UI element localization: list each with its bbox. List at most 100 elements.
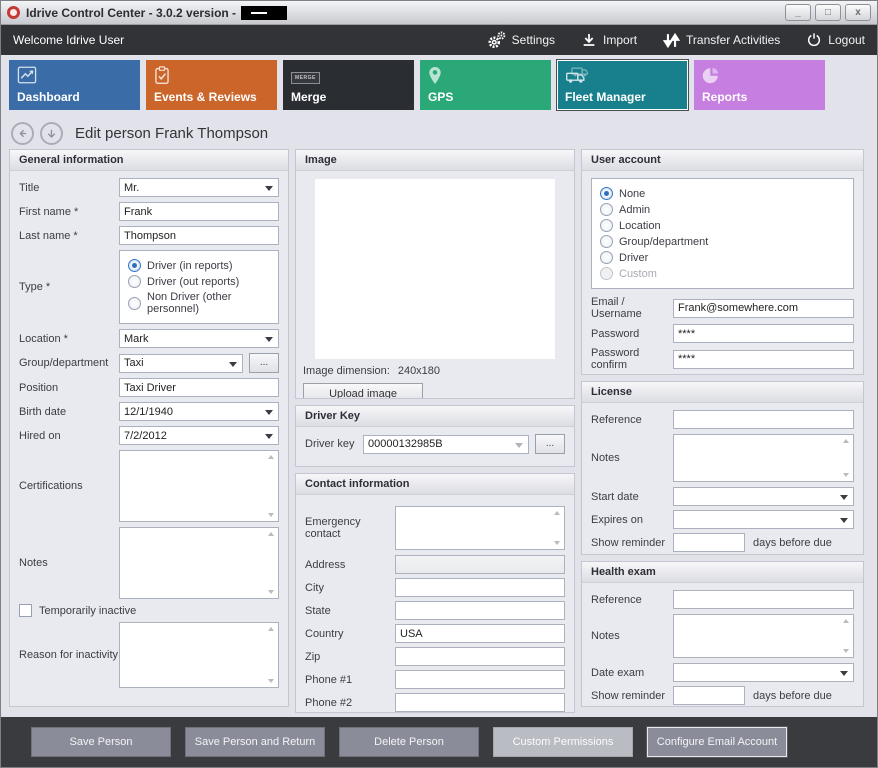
notes-textarea[interactable] xyxy=(119,527,279,599)
gear-icon xyxy=(487,31,506,49)
role-option-admin[interactable]: Admin xyxy=(600,203,845,216)
type-radio-group: Driver (in reports) Driver (out reports)… xyxy=(119,250,279,324)
minimize-button[interactable]: _ xyxy=(785,4,811,21)
close-button[interactable]: x xyxy=(845,4,871,21)
state-label: State xyxy=(305,604,331,617)
certifications-textarea[interactable] xyxy=(119,450,279,522)
tab-gps[interactable]: GPS xyxy=(420,60,551,110)
role-option-group-department[interactable]: Group/department xyxy=(600,235,845,248)
tab-label: Reports xyxy=(702,90,748,104)
custom-permissions-button: Custom Permissions xyxy=(493,727,633,757)
driver-key-group: Driver Key Driver key 00000132985B ... xyxy=(295,405,575,467)
radio-icon xyxy=(600,251,613,264)
first-name-field[interactable] xyxy=(119,202,279,221)
scroll-up-icon xyxy=(843,439,849,443)
back-button[interactable] xyxy=(11,122,34,145)
settings-button[interactable]: Settings xyxy=(487,31,555,49)
expires-on-picker[interactable] xyxy=(673,510,854,529)
image-group: Image Image dimension: 240x180 Upload im… xyxy=(295,149,575,399)
import-button[interactable]: Import xyxy=(581,32,637,48)
line-chart-icon xyxy=(17,66,37,89)
save-person-return-button[interactable]: Save Person and Return xyxy=(185,727,325,757)
scroll-down-icon xyxy=(268,590,274,594)
tab-label: Fleet Manager xyxy=(565,90,646,104)
type-option-driver-in[interactable]: Driver (in reports) xyxy=(128,259,270,272)
health-reference-label: Reference xyxy=(591,593,642,606)
tab-label: Events & Reviews xyxy=(154,90,257,104)
driver-key-select[interactable]: 00000132985B xyxy=(363,434,529,454)
scroll-down-icon xyxy=(268,513,274,517)
state-field[interactable] xyxy=(395,601,565,620)
position-field[interactable] xyxy=(119,378,279,397)
maximize-button[interactable]: □ xyxy=(815,4,841,21)
birth-date-picker[interactable]: 12/1/1940 xyxy=(119,402,279,421)
email-username-label: Email / Username xyxy=(591,296,642,320)
driver-key-label: Driver key xyxy=(305,438,355,450)
phone2-field[interactable] xyxy=(395,693,565,712)
tab-merge[interactable]: MERGE Merge xyxy=(283,60,414,110)
upload-image-button[interactable]: Upload image xyxy=(303,383,423,398)
radio-disabled-icon xyxy=(600,267,613,280)
phone1-field[interactable] xyxy=(395,670,565,689)
role-option-location[interactable]: Location xyxy=(600,219,845,232)
user-account-group: User account None Admin Location Group/d… xyxy=(581,149,864,375)
license-notes-textarea[interactable] xyxy=(673,434,854,482)
logout-button[interactable]: Logout xyxy=(806,32,865,48)
reason-inactivity-textarea[interactable] xyxy=(119,622,279,688)
save-person-button[interactable]: Save Person xyxy=(31,727,171,757)
health-reference-field[interactable] xyxy=(673,590,854,609)
license-reminder-days-field[interactable] xyxy=(673,533,745,552)
phone1-label: Phone #1 xyxy=(305,673,353,686)
country-field[interactable] xyxy=(395,624,565,643)
license-notes-label: Notes xyxy=(591,452,620,464)
delete-person-button[interactable]: Delete Person xyxy=(339,727,479,757)
health-notes-textarea[interactable] xyxy=(673,614,854,658)
tab-dashboard[interactable]: Dashboard xyxy=(9,60,140,110)
tab-events-reviews[interactable]: Events & Reviews xyxy=(146,60,277,110)
group-header: Contact information xyxy=(296,474,574,495)
last-name-field[interactable] xyxy=(119,226,279,245)
configure-email-account-button[interactable]: Configure Email Account xyxy=(646,726,788,758)
hired-on-label: Hired on xyxy=(19,429,61,442)
role-option-driver[interactable]: Driver xyxy=(600,251,845,264)
type-label: Type * xyxy=(19,281,51,293)
group-more-button[interactable]: ... xyxy=(249,353,279,373)
radio-selected-icon xyxy=(600,187,613,200)
scroll-down-icon xyxy=(843,473,849,477)
city-field[interactable] xyxy=(395,578,565,597)
emergency-contact-textarea[interactable] xyxy=(395,506,565,550)
license-reference-field[interactable] xyxy=(673,410,854,429)
title-select[interactable]: Mr. xyxy=(119,178,279,197)
tab-label: Merge xyxy=(291,90,327,104)
type-option-driver-out[interactable]: Driver (out reports) xyxy=(128,275,270,288)
scroll-down-button[interactable] xyxy=(40,122,63,145)
location-label: Location * xyxy=(19,332,68,345)
checkbox-icon[interactable] xyxy=(19,604,32,617)
address-field[interactable] xyxy=(395,555,565,574)
start-date-picker[interactable] xyxy=(673,487,854,506)
health-exam-group: Health exam Reference Notes Date exam Sh… xyxy=(581,561,864,707)
password-confirm-field[interactable] xyxy=(673,349,854,369)
password-field[interactable] xyxy=(673,324,854,343)
role-option-none[interactable]: None xyxy=(600,187,845,200)
chevron-down-icon xyxy=(515,442,523,448)
driver-key-more-button[interactable]: ... xyxy=(535,434,565,454)
chevron-down-icon xyxy=(265,410,273,415)
email-username-field[interactable] xyxy=(673,298,854,318)
group-department-select[interactable]: Taxi xyxy=(119,353,243,373)
date-exam-picker[interactable] xyxy=(673,663,854,682)
tab-label: GPS xyxy=(428,90,454,104)
type-option-non-driver[interactable]: Non Driver (other personnel) xyxy=(128,291,270,315)
tab-fleet-manager[interactable]: Fleet Manager xyxy=(556,59,689,111)
zip-field[interactable] xyxy=(395,647,565,666)
tab-reports[interactable]: Reports xyxy=(694,60,825,110)
location-select[interactable]: Mark xyxy=(119,329,279,348)
temporarily-inactive-row[interactable]: Temporarily inactive xyxy=(19,604,279,617)
hired-on-picker[interactable]: 7/2/2012 xyxy=(119,426,279,445)
merge-badge-icon: MERGE xyxy=(291,66,320,84)
health-reminder-days-field[interactable] xyxy=(673,686,745,705)
logout-label: Logout xyxy=(828,33,865,47)
chevron-down-icon xyxy=(265,434,273,439)
transfer-activities-button[interactable]: Transfer Activities xyxy=(663,32,780,49)
